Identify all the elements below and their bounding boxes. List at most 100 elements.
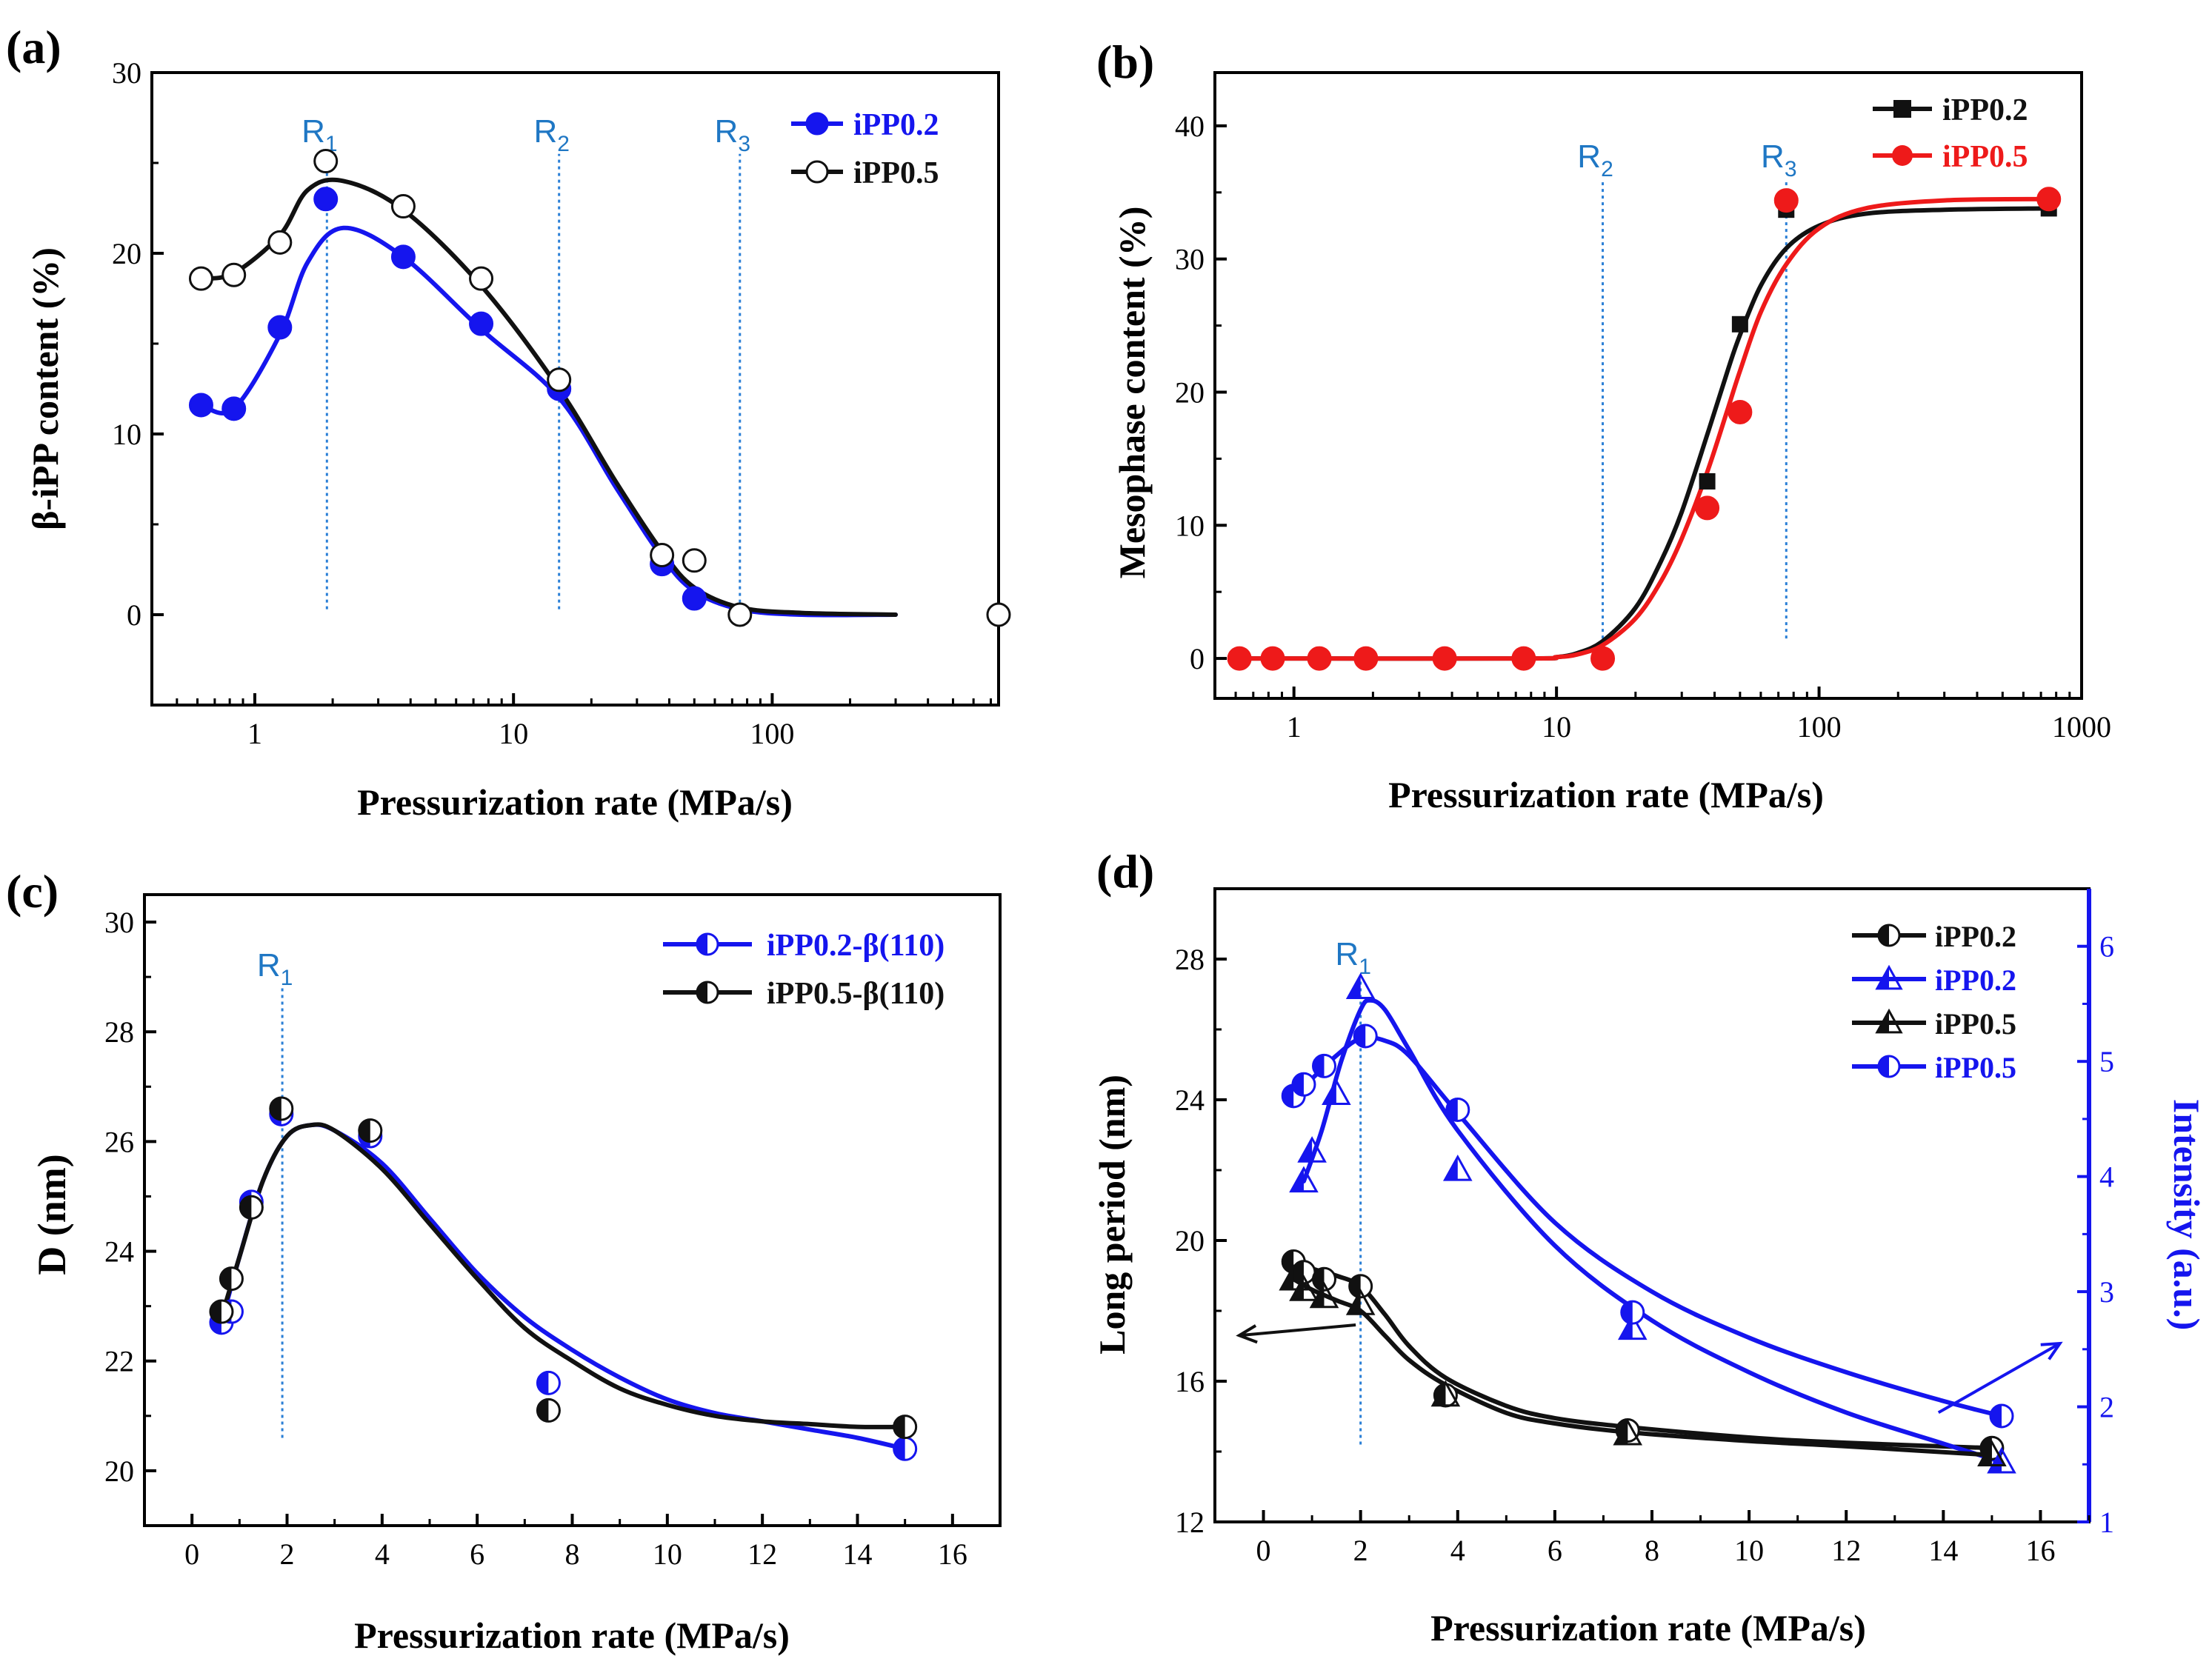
panel-b-plot-frame (1213, 71, 2083, 700)
region-label-r1: R1 (302, 113, 337, 156)
data-point-ipp0-5-110-1-6 (893, 1415, 918, 1440)
data-point-ipp0-2-1-3 (1345, 972, 1376, 999)
data-point-ipp0-5-1-3 (1353, 646, 1379, 671)
x-tick-label: 14 (843, 1537, 873, 1571)
panel-d-y2-axis-label: Intensity (a.u.) (2166, 1099, 2208, 1331)
legend-marker-iPP0.2-b110-shape (696, 932, 719, 956)
y-tick-label: 20 (104, 1455, 134, 1488)
legend-text-d3: iPP0.5 (1935, 1051, 2016, 1084)
data-point-ipp0-2-1-2 (1322, 1078, 1351, 1106)
y2-tick-label: 4 (2099, 1161, 2114, 1194)
x-tick-label: 100 (750, 717, 794, 750)
data-point-ipp0-5-1-10 (986, 602, 1011, 627)
legend-marker-iPP0.2-b110 (696, 932, 719, 956)
legend-marker-iPP0.2 (1893, 100, 1911, 118)
panel-c-y-ticks: 20 22 24 26 28 30 (104, 906, 156, 1488)
data-point-ipp0-5-2-3 (1345, 1289, 1376, 1315)
region-label-r2: R2 (1577, 138, 1613, 181)
y-tick-label: 30 (104, 906, 134, 939)
x-tick-label: 10 (1542, 710, 1571, 744)
data-point-ipp0-5-1-5 (1511, 646, 1536, 671)
panel-d-axis-arrows (1236, 1323, 2063, 1415)
data-point-ipp0-5-1-2 (1307, 646, 1332, 671)
x-tick-label: 10 (653, 1537, 682, 1571)
legend-marker-d2 (1875, 1008, 1903, 1034)
legend-marker-d3 (1877, 1055, 1901, 1078)
x-tick-label: 4 (375, 1537, 390, 1571)
panel-a-y-ticks: 0 10 20 30 (112, 56, 164, 632)
data-point-ipp0-2-1-6 (1987, 1446, 2016, 1474)
y2-tick-label: 1 (2099, 1506, 2114, 1539)
y-tick-label: 16 (1175, 1365, 1205, 1398)
data-point-ipp0-5-3-5 (1620, 1300, 1645, 1325)
fit-curve-ipp0-2-0 (1237, 206, 2051, 661)
y-tick-label: 20 (1175, 1224, 1205, 1258)
legend-text-iPP0.2: iPP0.2 (1942, 93, 2028, 127)
panel-d-label: (d) (1096, 845, 1154, 898)
data-point-ipp0-5-1-2 (267, 230, 293, 255)
x-tick-label: 10 (499, 717, 528, 750)
y-tick-label: 24 (104, 1235, 134, 1269)
data-point-ipp0-5-1-7 (650, 542, 675, 567)
x-tick-label: 16 (938, 1537, 967, 1571)
x-tick-label: 0 (1256, 1534, 1271, 1567)
y-tick-label: 40 (1175, 110, 1205, 143)
legend-text-iPP0.5: iPP0.5 (1942, 140, 2028, 174)
data-point-ipp0-2-1-4 (1442, 1154, 1473, 1181)
data-point-ipp0-5-3-6 (1989, 1403, 2014, 1429)
fit-curve-ipp0-2-1 (1302, 998, 2004, 1465)
data-point-ipp0-5-1-8 (1728, 399, 1753, 424)
panel-c-x-ticks: 0 2 4 6 8 10 12 14 16 (143, 1514, 1002, 1571)
data-point-ipp0-2-0-3 (313, 187, 339, 212)
data-point-ipp0-5-3-3 (1353, 1023, 1378, 1049)
legend-marker-iPP0.5-b110-shape (696, 981, 719, 1004)
panel-b-x-ticks: 1 10 100 1000 (1213, 687, 2111, 744)
y-tick-label: 30 (112, 56, 141, 90)
y-tick-label: 0 (1190, 642, 1205, 675)
legend-text-iPP0.2: iPP0.2 (853, 108, 939, 142)
data-point-ipp0-5-110-1-0 (209, 1299, 234, 1324)
legend-marker-d1 (1875, 964, 1903, 990)
panel-c-fit-curves (219, 1122, 907, 1452)
panel-c-region-markers: R1 (257, 947, 293, 1438)
panel-b-y-ticks: 0 10 20 30 40 (1175, 110, 1227, 675)
y2-tick-label: 5 (2099, 1045, 2114, 1078)
panel-a-x-axis-label: Pressurization rate (MPa/s) (357, 781, 793, 823)
y2-tick-label: 2 (2099, 1391, 2114, 1424)
axis-arrow-0 (1236, 1323, 1356, 1344)
panel-b-data-points (1227, 187, 2062, 671)
data-point-ipp0-5-1-8 (682, 548, 707, 573)
panel-b-x-axis-label: Pressurization rate (MPa/s) (1388, 774, 1824, 815)
data-point-ipp0-5-2-5 (1613, 1418, 1643, 1446)
y2-tick-label: 3 (2099, 1275, 2114, 1309)
region-label-r1: R1 (257, 947, 293, 990)
x-tick-label: 6 (1548, 1534, 1562, 1567)
data-point-ipp0-5-1-3 (313, 149, 339, 174)
data-point-ipp0-2-0-8 (682, 586, 707, 611)
panel-c-label: (c) (6, 865, 59, 918)
data-point-ipp0-5-1-9 (727, 602, 753, 627)
legend-marker-d1-shape (1875, 964, 1903, 990)
x-tick-label: 4 (1450, 1534, 1465, 1567)
panel-a-plot-frame (150, 71, 1000, 707)
legend-text-iPP0.5: iPP0.5 (853, 156, 939, 190)
data-point-ipp0-2-0-3 (1348, 1274, 1373, 1299)
panel-c-data-points (209, 1096, 918, 1461)
data-point-ipp0-5-1-5 (469, 266, 494, 291)
data-point-ipp0-2-0-8 (1731, 315, 1748, 333)
x-tick-label: 14 (1928, 1534, 1958, 1567)
fit-curve-ipp0-2-0 (1291, 1259, 1994, 1451)
x-tick-label: 1000 (2052, 710, 2111, 744)
panel-a: (a) R1 R2 R3 1 10 100 0 10 20 30 Pressurization… (6, 21, 1011, 823)
data-point-ipp0-5-3-4 (1445, 1097, 1470, 1122)
data-point-ipp0-5-1-9 (1773, 188, 1799, 213)
y-tick-label: 24 (1175, 1083, 1205, 1117)
x-tick-label: 8 (1645, 1534, 1659, 1567)
data-point-ipp0-5-110-1-5 (536, 1397, 561, 1423)
data-point-ipp0-2-1-1 (1297, 1136, 1327, 1163)
y-tick-label: 12 (1175, 1506, 1205, 1539)
data-point-ipp0-5-1-7 (1695, 495, 1720, 521)
legend-marker-iPP0.2 (805, 112, 829, 136)
